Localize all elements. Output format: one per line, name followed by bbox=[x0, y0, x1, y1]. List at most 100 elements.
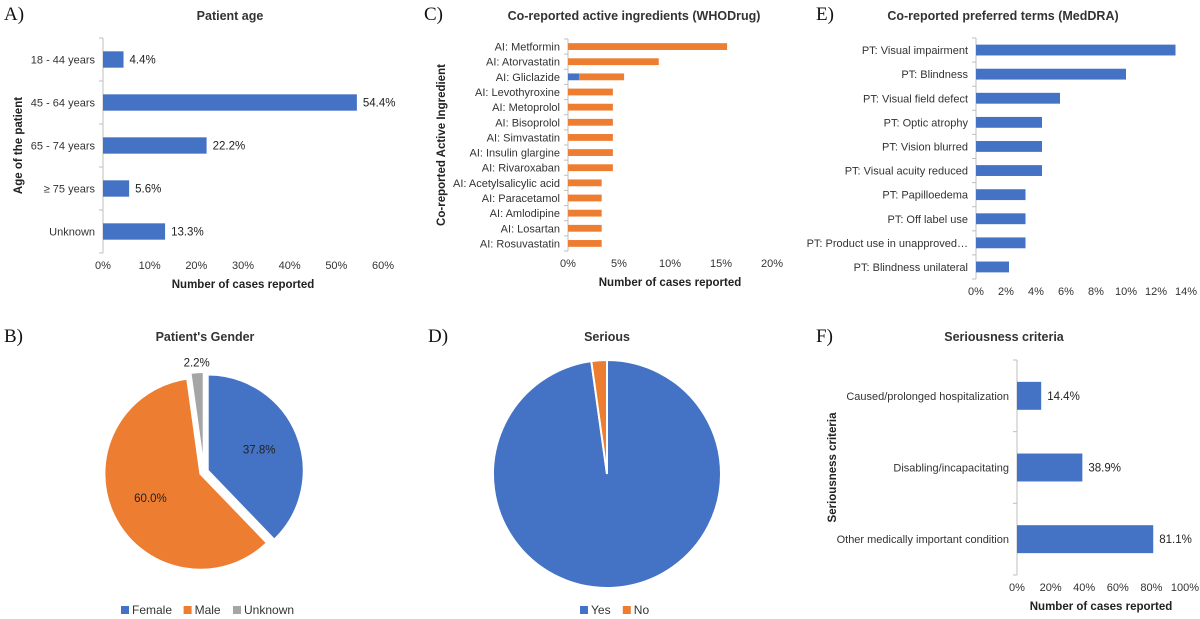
data-label: 38.9% bbox=[1088, 463, 1121, 475]
x-tick-label: 50% bbox=[325, 260, 347, 272]
x-tick-label: 4% bbox=[1028, 286, 1044, 298]
x-tick-label: 100% bbox=[1171, 582, 1199, 594]
x-tick-label: 40% bbox=[1073, 582, 1095, 594]
category-label: ≥ 75 years bbox=[44, 184, 96, 196]
bar bbox=[976, 141, 1042, 152]
chart-d: D) Serious Yes No bbox=[428, 326, 722, 617]
pie-slice bbox=[590, 358, 608, 475]
legend-label: Female bbox=[132, 603, 172, 617]
bar bbox=[976, 261, 1009, 273]
category-label: AI: Gliclazide bbox=[496, 72, 560, 84]
bar bbox=[568, 118, 613, 126]
y-axis-title: Co-reported Active Ingredient bbox=[436, 64, 448, 226]
x-axis-title: Number of cases reported bbox=[599, 277, 742, 289]
category-label: PT: Vision blurred bbox=[882, 141, 968, 153]
bar bbox=[568, 73, 580, 81]
x-tick-label: 20% bbox=[761, 258, 783, 270]
bar bbox=[568, 164, 613, 172]
legend-label: Yes bbox=[591, 603, 611, 617]
pie-slice bbox=[206, 373, 305, 542]
category-label: Other medically important condition bbox=[837, 534, 1009, 546]
bar bbox=[579, 73, 625, 81]
x-tick-label: 0% bbox=[95, 260, 111, 272]
bar bbox=[103, 94, 357, 111]
category-label: PT: Blindness bbox=[901, 69, 968, 81]
x-tick-label: 30% bbox=[232, 260, 254, 272]
panel-letter: A) bbox=[4, 4, 24, 25]
data-label: 4.4% bbox=[130, 55, 156, 67]
legend-swatch bbox=[121, 606, 129, 614]
category-label: AI: Simvastatin bbox=[487, 132, 560, 144]
category-label: PT: Visual field defect bbox=[863, 93, 968, 105]
chart-a: A) Patient age 18 - 44 years 4.4% 45 - 64 ye… bbox=[4, 4, 395, 291]
bar bbox=[976, 189, 1026, 201]
pie-slice bbox=[189, 371, 205, 469]
x-tick-label: 40% bbox=[279, 260, 301, 272]
chart-title: Co-reported preferred terms (MedDRA) bbox=[887, 9, 1118, 23]
panel-letter: E) bbox=[816, 4, 834, 25]
chart-title: Patient age bbox=[197, 9, 264, 23]
category-label: 45 - 64 years bbox=[31, 98, 96, 110]
bar bbox=[976, 44, 1176, 56]
category-label: PT: Product use in unapproved… bbox=[807, 238, 968, 250]
panel-letter: D) bbox=[428, 326, 448, 347]
bar bbox=[568, 194, 602, 202]
chart-title: Seriousness criteria bbox=[944, 330, 1065, 344]
bar bbox=[1017, 381, 1042, 410]
legend-label: Unknown bbox=[244, 603, 294, 617]
category-label: 18 - 44 years bbox=[31, 55, 96, 67]
x-tick-label: 2% bbox=[998, 286, 1014, 298]
data-label: 5.6% bbox=[135, 184, 161, 196]
bar bbox=[568, 240, 602, 247]
category-label: Unknown bbox=[49, 227, 95, 239]
bar bbox=[568, 134, 613, 141]
panel-letter: F) bbox=[816, 326, 833, 347]
category-label: AI: Rivaroxaban bbox=[482, 163, 560, 175]
bar bbox=[568, 209, 602, 217]
data-label: 2.2% bbox=[184, 357, 210, 369]
category-label: 65 - 74 years bbox=[31, 141, 96, 153]
category-label: AI: Levothyroxine bbox=[475, 87, 560, 99]
category-label: AI: Acetylsalicylic acid bbox=[453, 178, 560, 190]
x-tick-label: 10% bbox=[139, 260, 161, 272]
chart-title: Serious bbox=[584, 330, 630, 344]
category-label: AI: Rosuvastatin bbox=[480, 238, 560, 250]
bar bbox=[568, 43, 728, 50]
x-tick-label: 0% bbox=[560, 258, 576, 270]
x-tick-label: 20% bbox=[1040, 582, 1062, 594]
data-label: 13.3% bbox=[171, 227, 204, 239]
legend-swatch bbox=[580, 606, 588, 614]
x-axis-title: Number of cases reported bbox=[172, 279, 315, 291]
x-tick-label: 5% bbox=[611, 258, 627, 270]
y-axis-title: Seriousness criteria bbox=[827, 412, 839, 523]
category-label: PT: Blindness unilateral bbox=[854, 262, 968, 274]
legend-swatch bbox=[622, 606, 631, 614]
category-label: AI: Metformin bbox=[495, 42, 560, 54]
bar bbox=[568, 103, 613, 111]
x-tick-label: 10% bbox=[1115, 286, 1137, 298]
category-label: PT: Visual acuity reduced bbox=[845, 166, 968, 178]
data-label: 54.4% bbox=[363, 98, 396, 110]
category-label: PT: Off label use bbox=[887, 214, 968, 226]
bar bbox=[103, 223, 166, 240]
category-label: AI: Atorvastatin bbox=[486, 57, 560, 69]
bar bbox=[976, 213, 1026, 225]
bar bbox=[568, 149, 613, 156]
bar bbox=[976, 165, 1042, 176]
bar bbox=[568, 88, 613, 96]
bar bbox=[1017, 453, 1083, 482]
bar bbox=[1017, 525, 1154, 554]
data-label: 22.2% bbox=[213, 141, 246, 153]
x-tick-label: 20% bbox=[185, 260, 207, 272]
bar bbox=[976, 68, 1126, 80]
bar bbox=[103, 180, 130, 197]
legend-label: Male bbox=[195, 603, 221, 617]
panel-letter: C) bbox=[424, 4, 443, 25]
x-tick-label: 0% bbox=[1009, 582, 1025, 594]
x-tick-label: 15% bbox=[710, 258, 732, 270]
x-tick-label: 12% bbox=[1145, 286, 1167, 298]
bar bbox=[976, 116, 1042, 128]
x-tick-label: 60% bbox=[372, 260, 394, 272]
bar bbox=[568, 179, 602, 187]
